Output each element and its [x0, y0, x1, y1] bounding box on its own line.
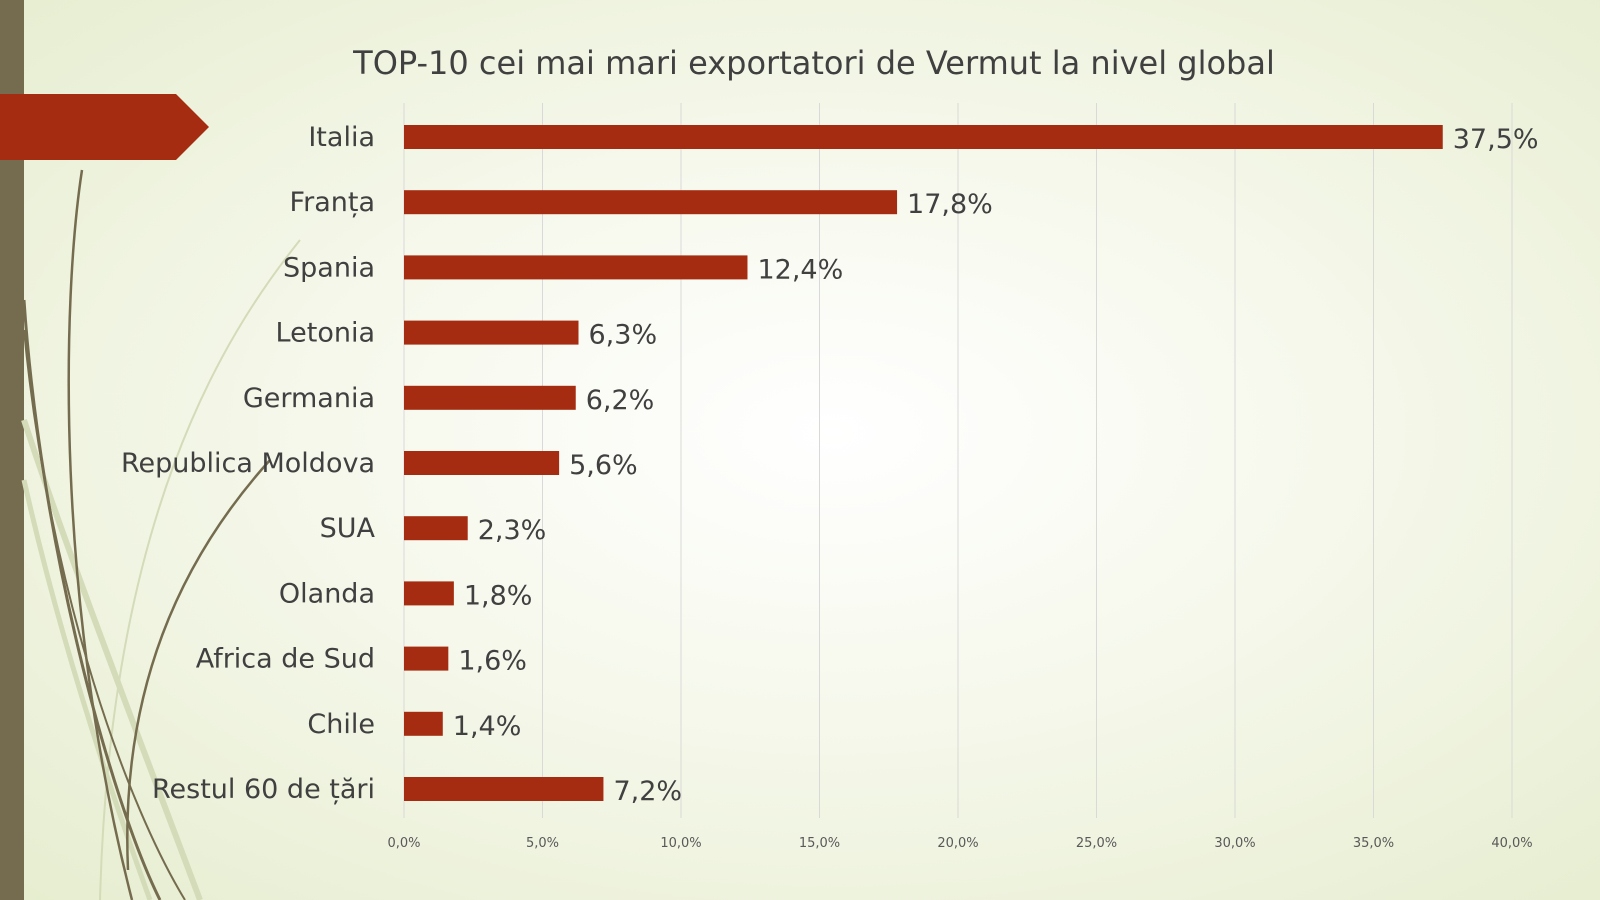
labels: 0,0% 5,0% 10,0% 15,0% 20,0% 25,0% 30,0% 35,0% 40… [121, 122, 1539, 851]
dark-curve-2 [22, 299, 162, 900]
x-tick-label: 40,0% [1491, 836, 1532, 851]
bar [404, 711, 443, 736]
data-label: 17,8% [907, 189, 993, 220]
x-tick-label: 10,0% [660, 836, 701, 851]
bar [404, 451, 560, 475]
bar [404, 581, 454, 606]
bar [404, 646, 449, 671]
bar [404, 255, 748, 280]
dark-curve-3 [126, 459, 271, 871]
data-label: 37,5% [1453, 124, 1539, 155]
data-label: 6,2% [586, 385, 655, 416]
bar [404, 125, 1443, 149]
category-label: SUA [320, 513, 376, 544]
x-tick-label: 35,0% [1353, 836, 1394, 851]
data-label: 7,2% [613, 776, 682, 807]
pale-curve-2 [21, 479, 153, 900]
chart-title: TOP-10 cei mai mari exportatori de Vermu… [353, 44, 1275, 82]
pale-curve-3 [99, 239, 301, 900]
category-label: Letonia [276, 318, 375, 349]
x-tick-label: 15,0% [799, 836, 840, 851]
x-tick-label: 5,0% [526, 836, 559, 851]
gridlines [403, 103, 1513, 818]
category-label: Chile [307, 709, 375, 740]
data-label: 1,8% [464, 580, 533, 611]
x-tick-label: 0,0% [387, 836, 420, 851]
title-arrow-shape [0, 94, 209, 160]
bars [404, 125, 1443, 801]
dark-curve-1 [67, 169, 134, 900]
bar [404, 385, 576, 410]
bar [404, 777, 604, 801]
data-label: 5,6% [569, 450, 638, 481]
x-tick-label: 20,0% [937, 836, 978, 851]
data-label: 2,3% [478, 515, 547, 546]
data-label: 12,4% [757, 254, 843, 285]
category-label: Spania [283, 252, 375, 283]
data-label: 1,4% [453, 711, 522, 742]
dark-curve-4 [23, 329, 186, 900]
data-label: 6,3% [589, 320, 658, 351]
category-label: Franța [290, 187, 375, 218]
bar [404, 320, 579, 345]
category-label: Africa de Sud [196, 644, 375, 675]
data-label: 1,6% [458, 646, 527, 677]
bar [404, 516, 468, 541]
category-label: Restul 60 de țări [152, 774, 375, 805]
x-tick-label: 25,0% [1076, 836, 1117, 851]
x-tick-label: 30,0% [1214, 836, 1255, 851]
category-label: Olanda [279, 578, 375, 609]
bar [404, 190, 898, 215]
category-label: Republica Moldova [121, 448, 375, 479]
category-label: Germania [243, 383, 375, 414]
category-label: Italia [308, 122, 375, 153]
